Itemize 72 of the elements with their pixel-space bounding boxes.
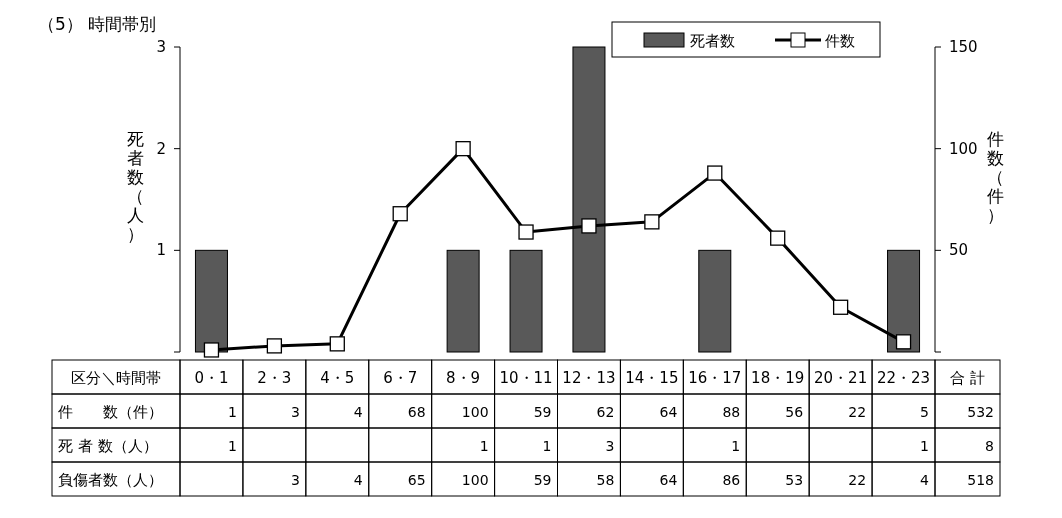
point [770, 230, 786, 246]
text: 59 [533, 472, 552, 488]
y2-tick-label: 150 [949, 38, 978, 56]
text: 区分＼時間帯 [71, 369, 161, 387]
y2-tick-label: 50 [949, 241, 969, 260]
y2-axis-title: 件数（件） [986, 129, 1004, 225]
data-label: 22 [848, 404, 867, 420]
point [644, 214, 660, 230]
data-label: 1 [920, 438, 929, 454]
data-label: 56 [785, 404, 804, 420]
x-tick-label: 0・1 [194, 369, 229, 387]
text: 4 [353, 472, 363, 488]
point [707, 165, 723, 181]
x-tick-label: 18・19 [751, 369, 805, 387]
y-tick-label: 3 [156, 38, 166, 56]
x-tick-label: 2・3 [257, 369, 292, 387]
y-tick-label: 2 [156, 139, 166, 158]
data-label: 59 [533, 404, 552, 420]
text: 518 [967, 472, 994, 488]
text: 8 [985, 438, 994, 454]
point [581, 218, 597, 234]
point [203, 342, 220, 358]
point [329, 336, 345, 352]
x-tick-label: 8・9 [446, 369, 481, 387]
data-label: 1 [479, 438, 489, 454]
text: 86 [722, 472, 741, 488]
data-label: 62 [596, 404, 615, 420]
x-tick-label: 16・17 [688, 369, 742, 387]
text: 死 者 数（人） [58, 437, 158, 455]
point [392, 206, 408, 222]
data-label: 88 [722, 404, 741, 420]
point [455, 141, 471, 157]
text: 58 [596, 472, 615, 488]
text: 64 [659, 472, 678, 488]
data-label: 3 [605, 438, 615, 454]
data-label: 68 [407, 404, 426, 420]
data-label: 4 [353, 404, 363, 420]
text: 件 数（件） [58, 403, 163, 421]
text: 532 [967, 404, 994, 420]
data-label: 100 [461, 404, 489, 420]
y-axis-title: 死者数（人） [126, 129, 144, 244]
text: 22 [848, 472, 867, 488]
data-label: 64 [659, 404, 678, 420]
data-label: 1 [731, 438, 741, 454]
x-tick-label: 20・21 [814, 369, 868, 387]
data-label: 1 [227, 404, 237, 420]
legend-label: 死者数 [690, 32, 735, 50]
text: 100 [461, 472, 489, 488]
x-tick-label: 4・5 [320, 369, 355, 387]
x-tick-label: 14・15 [625, 369, 679, 387]
point [518, 224, 534, 240]
text: 65 [407, 472, 426, 488]
text: 合 計 [950, 369, 985, 387]
legend-label: 件数 [825, 32, 855, 50]
point [832, 299, 849, 315]
text: 負傷者数（人） [58, 471, 163, 489]
text: 3 [290, 472, 300, 488]
y2-tick-label: 100 [949, 139, 978, 158]
point [266, 338, 283, 354]
text: 4 [920, 472, 930, 488]
data-label: 1 [542, 438, 552, 454]
data-label: 1 [227, 438, 237, 454]
chart-title: （5） 時間帯別 [38, 14, 157, 34]
text: 53 [785, 472, 804, 488]
x-tick-label: 10・11 [499, 369, 553, 387]
x-tick-label: 6・7 [383, 369, 418, 387]
y-tick-label: 1 [156, 241, 166, 260]
data-label: 5 [920, 404, 929, 420]
x-tick-label: 22・23 [876, 369, 931, 387]
data-label: 3 [290, 404, 300, 420]
point [895, 334, 912, 350]
x-tick-label: 12・13 [562, 369, 616, 387]
